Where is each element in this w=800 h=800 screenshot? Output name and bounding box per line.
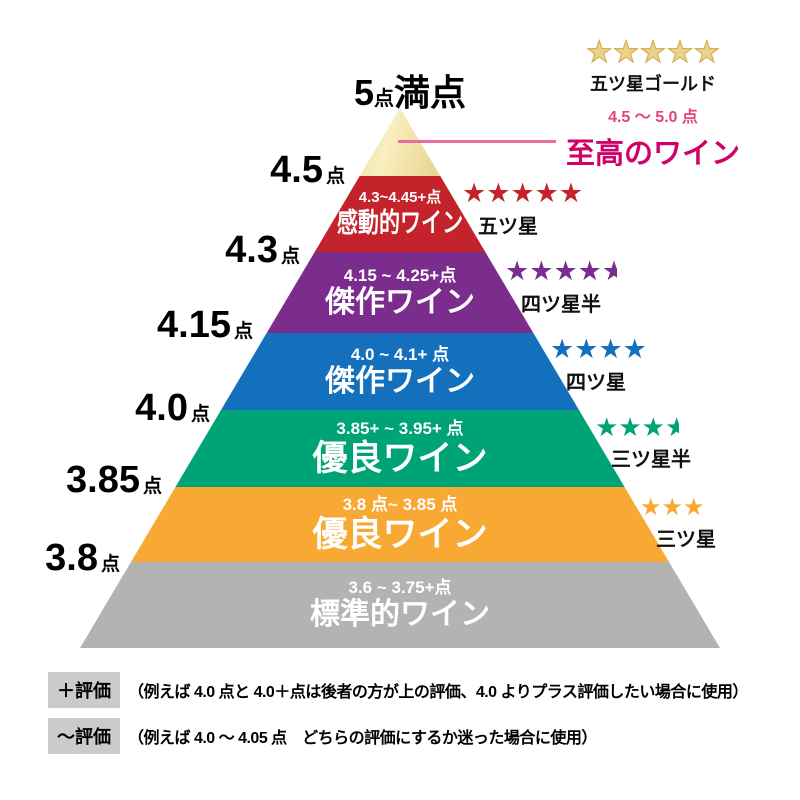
star-icon: ★ <box>534 178 559 208</box>
rating-label-gold: 五ツ星ゴールド <box>590 74 716 94</box>
rating-row-three-stars: ★★★ 三ツ星 <box>640 494 716 552</box>
apex-score-unit: 点 <box>374 88 394 110</box>
star-row: ★★★★★ <box>505 258 617 285</box>
score-label-3-8: 3.8 点 <box>45 537 120 579</box>
rating-row-four-stars: ★★★★ 四ツ星 <box>550 334 647 395</box>
score-label-4-15: 4.15 点 <box>157 304 253 346</box>
star-icon: ★ <box>622 334 647 364</box>
half-star-icon: ★ <box>664 414 680 440</box>
level-name: 感動的ワイン <box>336 207 464 238</box>
star-icon: ★ <box>486 178 511 208</box>
level-range: 3.6 ~ 3.75+点 <box>348 578 452 598</box>
star-icon: ★ <box>640 494 662 521</box>
pyramid-level-standard: 3.6 ~ 3.75+点 標準的ワイン <box>80 562 720 648</box>
level-name: 優良ワイン <box>312 439 488 478</box>
gold-star-row: ★★★★★ <box>555 36 751 69</box>
star-icon: ★ <box>550 334 575 364</box>
level-name: 傑作ワイン <box>325 285 475 319</box>
footnote-plus: ＋評価 （例えば 4.0 点と 4.0＋点は後者の方が上の評価、4.0 よりプラ… <box>48 672 748 708</box>
star-icon: ★ <box>577 256 602 286</box>
footnote-plus-text: （例えば 4.0 点と 4.0＋点は後者の方が上の評価、4.0 よりプラス評価し… <box>128 684 748 701</box>
star-icon: ★ <box>641 412 665 442</box>
star-icon: ★ <box>693 36 721 69</box>
level-name: 傑作ワイン <box>325 364 475 398</box>
score-label-4-5: 4.5 点 <box>270 149 345 191</box>
star-row: ★★★★ <box>550 336 647 363</box>
pyramid-level-excellent: 3.8 点~ 3.85 点 優良ワイン <box>80 487 720 562</box>
level-range: 4.3~4.45+点 <box>358 189 442 207</box>
star-row: ★★★ <box>640 496 716 520</box>
star-icon: ★ <box>529 256 554 286</box>
apex-score-label: 5点満点 <box>300 64 520 116</box>
half-star-icon: ★ <box>601 258 617 285</box>
star-icon: ★ <box>553 256 578 286</box>
star-icon: ★ <box>661 494 684 521</box>
apex-score-suffix: 満点 <box>394 72 467 113</box>
level-name: 標準的ワイン <box>310 598 490 632</box>
score-label-4-3: 4.3 点 <box>225 229 300 271</box>
star-icon: ★ <box>574 334 599 364</box>
star-icon: ★ <box>558 178 584 208</box>
star-icon: ★ <box>505 256 530 286</box>
level-range: 4.0 ~ 4.1+ 点 <box>350 344 450 364</box>
connector-line <box>398 140 556 143</box>
supreme-range: 4.5 ～ 5.0 点 <box>608 109 698 126</box>
star-row: ★★★★ <box>595 414 691 440</box>
rating-row-three-half-stars: ★★★★ 三ツ星半 <box>595 412 691 471</box>
star-icon: ★ <box>598 334 623 364</box>
star-icon: ★ <box>595 412 619 442</box>
rating-row-four-half-stars: ★★★★★ 四ツ星半 <box>505 256 617 317</box>
footnote-tilde: ～評価 （例えば 4.0 ～ 4.05 点 どちらの評価にするか迷った場合に使用… <box>48 718 597 754</box>
level-range: 3.85+ ~ 3.95+ 点 <box>336 418 464 438</box>
star-icon: ★ <box>462 178 487 208</box>
score-label-3-85: 3.85 点 <box>66 459 162 501</box>
level-range: 4.15 ~ 4.25+点 <box>343 265 457 285</box>
star-icon: ★ <box>585 36 613 69</box>
apex-score-value: 5 <box>353 72 374 113</box>
star-icon: ★ <box>510 178 535 208</box>
star-icon: ★ <box>612 36 640 69</box>
supreme-rating-block: ★★★★★ 五ツ星ゴールド 4.5 ～ 5.0 点 至高のワイン <box>555 36 751 172</box>
level-range: 3.8 点~ 3.85 点 <box>342 494 458 514</box>
supreme-title: 至高のワイン <box>565 138 740 170</box>
footnote-tilde-badge: ～評価 <box>48 718 120 754</box>
star-row: ★★★★★ <box>462 180 583 207</box>
footnote-tilde-text: （例えば 4.0 ～ 4.05 点 どちらの評価にするか迷った場合に使用） <box>128 730 597 747</box>
rating-row-five-stars: ★★★★★ 五ツ星 <box>462 178 584 239</box>
star-icon: ★ <box>683 494 705 521</box>
pyramid-level-emotional: 4.3~4.45+点 感動的ワイン <box>80 176 720 252</box>
star-icon: ★ <box>666 36 694 69</box>
score-label-4-0: 4.0 点 <box>135 387 210 429</box>
footnote-plus-badge: ＋評価 <box>48 672 120 708</box>
level-name: 優良ワイン <box>312 515 488 554</box>
star-icon: ★ <box>618 412 642 442</box>
star-icon: ★ <box>639 36 667 69</box>
